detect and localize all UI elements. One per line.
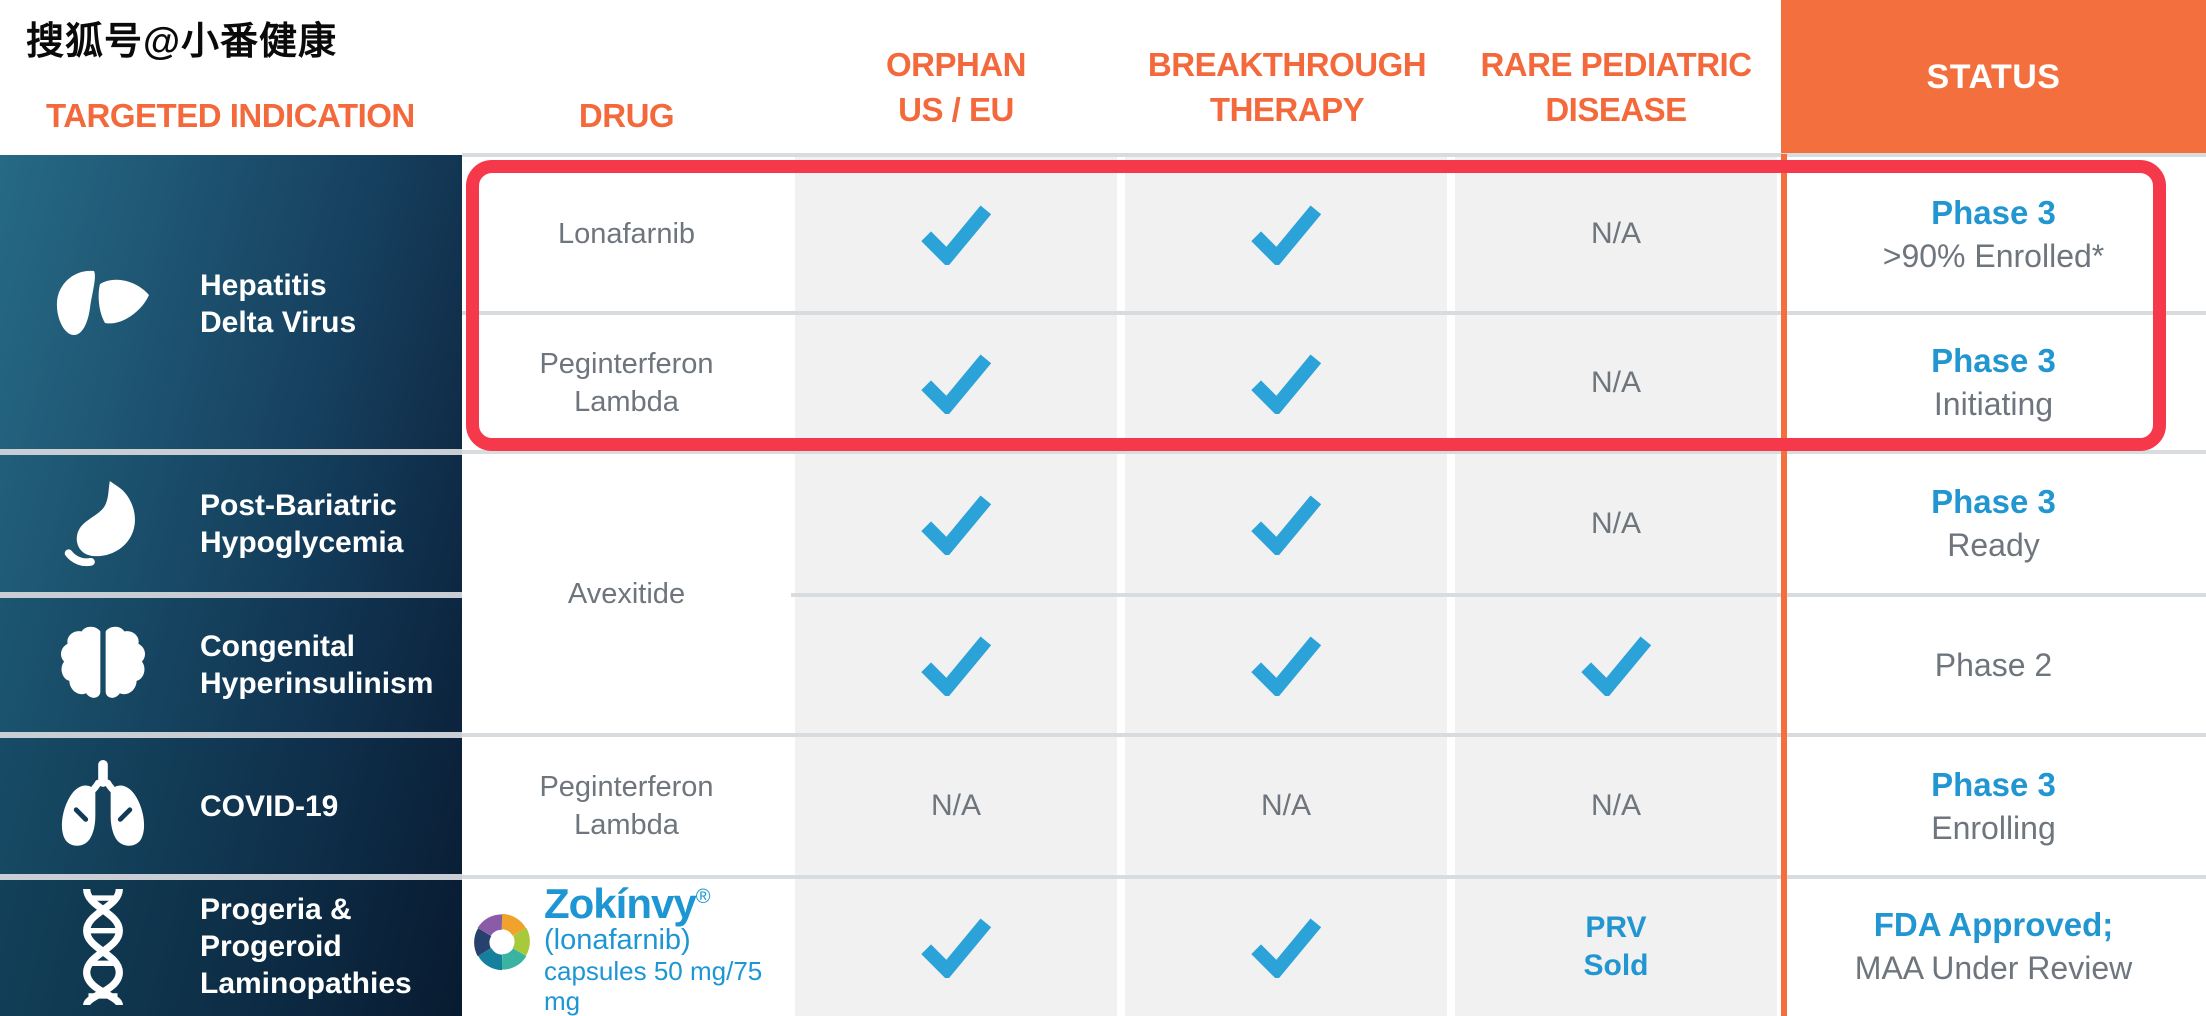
status-cell-row5: Phase 3 Enrolling bbox=[1781, 735, 2206, 877]
orphan-cell-row3 bbox=[795, 452, 1117, 595]
column-header-drug: DRUG bbox=[578, 97, 675, 134]
orphan-cell-row1 bbox=[795, 155, 1117, 313]
breakthrough-cell-row4 bbox=[1125, 595, 1447, 735]
divider-row5-row6 bbox=[462, 875, 2206, 879]
table-body: Hepatitis Delta Virus Post-Bariatric Hypog… bbox=[0, 155, 2206, 1016]
status-cell-row1: Phase 3 >90% Enrolled* bbox=[1781, 155, 2206, 313]
check-icon bbox=[1251, 636, 1322, 696]
indication-label: Progeria & Progeroid Laminopathies bbox=[200, 893, 412, 1000]
column-header-breakthrough: BREAKTHROUGH THERAPY bbox=[1121, 42, 1453, 132]
divider-indication-3 bbox=[0, 732, 462, 738]
orphan-cell-row2 bbox=[795, 313, 1117, 452]
column-header-rare-pediatric-line2: DISEASE bbox=[1545, 91, 1687, 128]
lungs-icon bbox=[28, 760, 178, 852]
check-icon bbox=[1251, 353, 1322, 414]
orphan-cell-row5: N/A bbox=[795, 735, 1117, 877]
divider-indication-2 bbox=[0, 592, 462, 598]
drug-cell-zokinvy: Zokínvy® (lonafarnib) capsules 50 mg/75 … bbox=[462, 877, 791, 1016]
status-cell-row3: Phase 3 Ready bbox=[1781, 452, 2206, 595]
breakthrough-cell-row1 bbox=[1125, 155, 1447, 313]
rare-pediatric-cell-row6: PRV Sold bbox=[1455, 877, 1777, 1016]
divider-indication-4 bbox=[0, 874, 462, 880]
column-header-orphan-line1: ORPHAN bbox=[885, 46, 1027, 83]
brain-icon bbox=[28, 624, 178, 706]
rare-pediatric-cell-row2: N/A bbox=[1455, 313, 1777, 452]
indication-label: Congenital Hyperinsulinism bbox=[200, 630, 434, 700]
breakthrough-cell-row6 bbox=[1125, 877, 1447, 1016]
indication-cell-congenital-hyperinsulinism: Congenital Hyperinsulinism bbox=[0, 595, 462, 735]
column-header-orphan: ORPHAN US / EU bbox=[791, 42, 1121, 132]
stomach-icon bbox=[28, 480, 178, 567]
indication-cell-progeria-progeroid-laminopathies: Progeria & Progeroid Laminopathies bbox=[0, 877, 462, 1016]
check-icon bbox=[921, 917, 992, 978]
column-header-status: STATUS bbox=[1781, 0, 2206, 154]
drug-cell-peginterferon-lambda-hdv: Peginterferon Lambda bbox=[462, 313, 791, 452]
rare-pediatric-cell-row5: N/A bbox=[1455, 735, 1777, 877]
indication-label: Post-Bariatric Hypoglycemia bbox=[200, 488, 404, 559]
indication-cell-hepatitis-delta-virus: Hepatitis Delta Virus bbox=[0, 155, 462, 452]
check-icon bbox=[921, 636, 992, 696]
column-header-breakthrough-line2: THERAPY bbox=[1209, 91, 1365, 128]
column-header-targeted-indication: TARGETED INDICATION bbox=[46, 97, 415, 134]
divider-row2-row3 bbox=[462, 450, 2206, 454]
orphan-cell-row6 bbox=[795, 877, 1117, 1016]
drug-cell-lonafarnib: Lonafarnib bbox=[462, 155, 791, 313]
breakthrough-cell-row5: N/A bbox=[1125, 735, 1447, 877]
divider-indication-1 bbox=[0, 449, 462, 455]
divider-header bbox=[462, 153, 2206, 157]
check-icon bbox=[921, 494, 992, 555]
drug-cell-peginterferon-lambda-covid: Peginterferon Lambda bbox=[462, 735, 791, 877]
column-header-rare-pediatric-line1: RARE PEDIATRIC bbox=[1480, 46, 1752, 83]
breakthrough-cell-row2 bbox=[1125, 313, 1447, 452]
check-icon bbox=[921, 353, 992, 414]
orphan-cell-row4 bbox=[795, 595, 1117, 735]
divider-row4-row5 bbox=[462, 733, 2206, 737]
indication-label: COVID-19 bbox=[200, 789, 339, 823]
column-header-orphan-line2: US / EU bbox=[898, 91, 1014, 128]
column-header-rare-pediatric: RARE PEDIATRIC DISEASE bbox=[1451, 42, 1781, 132]
check-icon bbox=[1251, 494, 1322, 555]
check-icon bbox=[1251, 205, 1322, 265]
indication-label: Hepatitis Delta Virus bbox=[200, 268, 357, 339]
rare-pediatric-cell-row3: N/A bbox=[1455, 452, 1777, 595]
column-header-breakthrough-line1: BREAKTHROUGH bbox=[1147, 46, 1427, 83]
rare-pediatric-cell-row4 bbox=[1455, 595, 1777, 735]
indication-cell-post-bariatric-hypoglycemia: Post-Bariatric Hypoglycemia bbox=[0, 452, 462, 595]
check-icon bbox=[1581, 636, 1652, 696]
divider-row1-row2 bbox=[462, 311, 2206, 315]
check-icon bbox=[1251, 917, 1322, 978]
divider-row3-row4 bbox=[791, 593, 2206, 597]
status-cell-row2: Phase 3 Initiating bbox=[1781, 313, 2206, 452]
dna-icon bbox=[28, 887, 178, 1007]
indication-cell-covid-19: COVID-19 bbox=[0, 735, 462, 877]
registered-mark: ® bbox=[695, 886, 711, 908]
breakthrough-cell-row3 bbox=[1125, 452, 1447, 595]
watermark: 搜狐号@小番健康 bbox=[26, 21, 338, 63]
liver-icon bbox=[28, 268, 178, 340]
check-icon bbox=[921, 205, 992, 265]
status-cell-row6: FDA Approved; MAA Under Review bbox=[1781, 877, 2206, 1016]
zokinvy-logo-icon bbox=[470, 910, 534, 984]
status-cell-row4: Phase 2 bbox=[1781, 595, 2206, 735]
status-column-separator bbox=[1781, 154, 1787, 1016]
zokinvy-wordmark: Zokínvy® (lonafarnib) capsules 50 mg/75 … bbox=[544, 880, 763, 1016]
drug-cell-avexitide: Avexitide bbox=[462, 452, 791, 735]
rare-pediatric-cell-row1: N/A bbox=[1455, 155, 1777, 313]
